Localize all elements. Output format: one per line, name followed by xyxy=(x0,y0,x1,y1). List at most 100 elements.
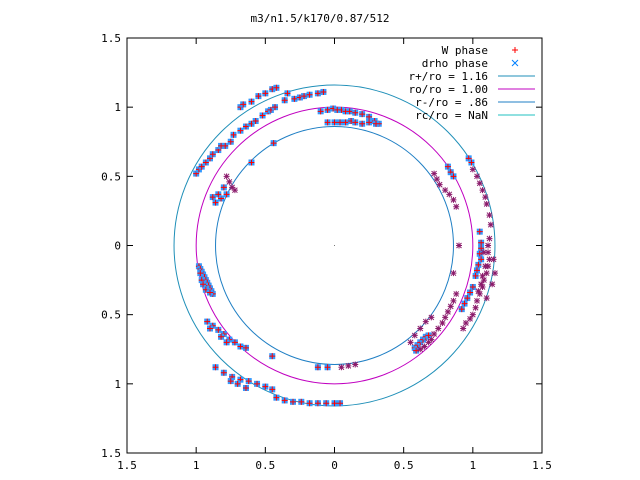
drho-point-96-plus xyxy=(262,383,269,390)
data-points xyxy=(193,84,498,407)
y-tick-label-2: 0.5 xyxy=(101,309,121,322)
drho-point-39-plus xyxy=(346,108,353,115)
reference-circles xyxy=(173,84,496,407)
w-point-40 xyxy=(450,297,457,304)
w-point-29 xyxy=(479,272,486,279)
drho-point-125-plus xyxy=(476,228,483,235)
drho-point-134-plus xyxy=(467,289,474,296)
drho-point-137-plus xyxy=(458,306,465,313)
drho-point-132-plus xyxy=(472,272,479,279)
w-point-25 xyxy=(489,281,496,288)
drho-point-88-plus xyxy=(218,333,225,340)
drho-point-23-plus xyxy=(314,90,321,97)
w-point-24 xyxy=(491,270,498,277)
axes: 1.5 1 0.5 0 0.5 1 1.51.510.500.511.5 xyxy=(101,32,552,472)
w-point-22 xyxy=(460,325,467,332)
drho-point-133-plus xyxy=(469,284,476,290)
legend-label-1: drho phase xyxy=(422,57,488,70)
drho-point-110-plus xyxy=(269,353,276,360)
drho-point-102-plus xyxy=(281,397,288,404)
w-point-21 xyxy=(462,319,469,326)
w-point-42 xyxy=(444,308,451,315)
drho-point-28-plus xyxy=(255,93,262,100)
drho-point-91-plus xyxy=(220,369,227,376)
drho-point-22-plus xyxy=(306,91,313,98)
drho-point-50-plus xyxy=(352,119,359,126)
drho-point-60-plus xyxy=(212,199,219,206)
drho-point-111-plus xyxy=(314,364,321,371)
drho-point-33-plus xyxy=(317,108,324,115)
drho-point-62-plus xyxy=(215,191,222,198)
w-point-51 xyxy=(407,339,414,346)
drho-point-122-plus xyxy=(450,173,457,180)
w-point-43 xyxy=(442,314,449,321)
drho-point-74-plus xyxy=(197,270,204,277)
drho-point-124-plus xyxy=(468,159,475,166)
w-point-32 xyxy=(431,170,438,177)
legend-marker-1 xyxy=(511,59,519,67)
w-point-61 xyxy=(223,173,230,180)
w-point-64 xyxy=(231,187,238,194)
drho-point-136-plus xyxy=(461,300,468,307)
w-point-6 xyxy=(486,212,493,219)
w-point-5 xyxy=(483,201,490,207)
w-point-37 xyxy=(450,196,457,203)
w-point-58 xyxy=(352,361,359,368)
w-point-62 xyxy=(226,178,233,185)
drho-point-19-plus xyxy=(291,95,298,102)
w-point-55 xyxy=(428,314,435,321)
drho-point-90-plus xyxy=(212,364,219,371)
y-tick-label-3: 0 xyxy=(114,240,121,253)
w-point-53 xyxy=(417,325,424,332)
center-dot xyxy=(334,245,335,246)
drho-point-89-plus xyxy=(223,339,230,346)
w-point-23 xyxy=(490,256,497,263)
drho-point-104-plus xyxy=(298,398,305,405)
drho-point-26-plus xyxy=(240,101,247,108)
w-point-38 xyxy=(453,203,460,210)
w-point-46 xyxy=(431,331,438,338)
w-point-3 xyxy=(479,187,486,194)
drho-point-61-plus xyxy=(209,194,216,201)
w-point-30 xyxy=(478,281,485,288)
drho-point-58-plus xyxy=(223,191,230,198)
w-point-8 xyxy=(486,235,493,242)
drho-point-79-plus xyxy=(204,318,211,325)
drho-point-103-plus xyxy=(290,398,296,405)
drho-point-84-plus xyxy=(231,339,238,346)
w-point-0 xyxy=(469,166,476,173)
drho-point-45-plus xyxy=(324,119,331,126)
drho-point-98-plus xyxy=(227,378,234,385)
w-point-20 xyxy=(467,315,474,322)
w-point-11 xyxy=(486,256,493,263)
drho-point-10-plus xyxy=(237,127,244,134)
drho-point-13-plus xyxy=(252,118,259,124)
drho-point-2-plus xyxy=(198,163,205,170)
w-point-19 xyxy=(469,311,476,318)
w-point-52 xyxy=(411,332,418,339)
w-point-27 xyxy=(480,249,487,256)
drho-point-86-plus xyxy=(242,344,249,351)
w-point-59 xyxy=(456,242,462,249)
drho-point-101-plus xyxy=(273,394,280,401)
drho-point-11-plus xyxy=(242,123,249,130)
drho-point-131-plus xyxy=(473,267,480,274)
x-tick-label-1: 1 xyxy=(193,459,200,472)
legend-marker-0 xyxy=(512,47,518,53)
w-point-33 xyxy=(433,176,440,183)
y-tick-label-6: 1.5 xyxy=(101,32,121,45)
x-tick-label-4: 0.5 xyxy=(394,459,414,472)
legend-label-5: rc/ro = NaN xyxy=(415,109,488,122)
drho-point-106-plus xyxy=(314,400,321,407)
drho-point-8-plus xyxy=(227,138,234,145)
drho-point-107-plus xyxy=(323,400,330,407)
w-point-39 xyxy=(453,290,460,297)
w-point-60 xyxy=(450,270,457,277)
drho-point-14-plus xyxy=(259,112,266,119)
w-point-34 xyxy=(436,181,443,188)
circle-r2 xyxy=(215,126,454,365)
legend-label-4: r-/ro = .86 xyxy=(415,96,488,109)
drho-point-40-plus xyxy=(352,109,359,116)
